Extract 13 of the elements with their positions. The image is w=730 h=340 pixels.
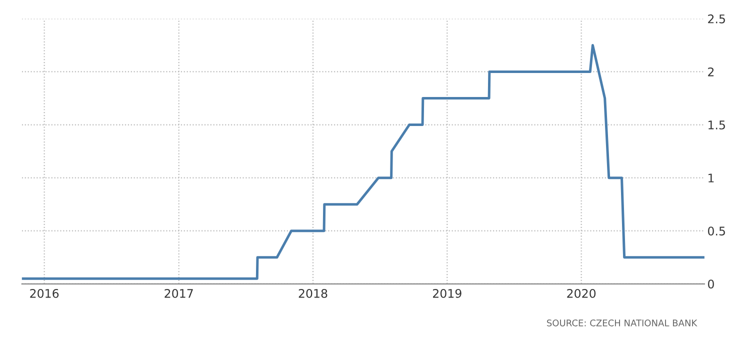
y-tick-label: 1.5 — [708, 120, 725, 130]
y-tick-label: 2 — [708, 67, 714, 76]
x-tick-label: 2019 — [433, 288, 462, 298]
line-series — [22, 44, 704, 280]
x-tick-label: 2017 — [164, 288, 193, 298]
x-tick-label: 2016 — [30, 288, 59, 298]
y-tick-label: 0.5 — [708, 226, 725, 236]
source-note: SOURCE: CZECH NATIONAL BANK — [547, 320, 698, 326]
y-tick-label: 1 — [708, 174, 714, 182]
x-tick-label: 2018 — [298, 288, 328, 298]
y-tick-label: 2.5 — [708, 14, 725, 24]
x-tick-label: 2020 — [567, 288, 596, 298]
y-tick-label: 0 — [708, 280, 714, 289]
